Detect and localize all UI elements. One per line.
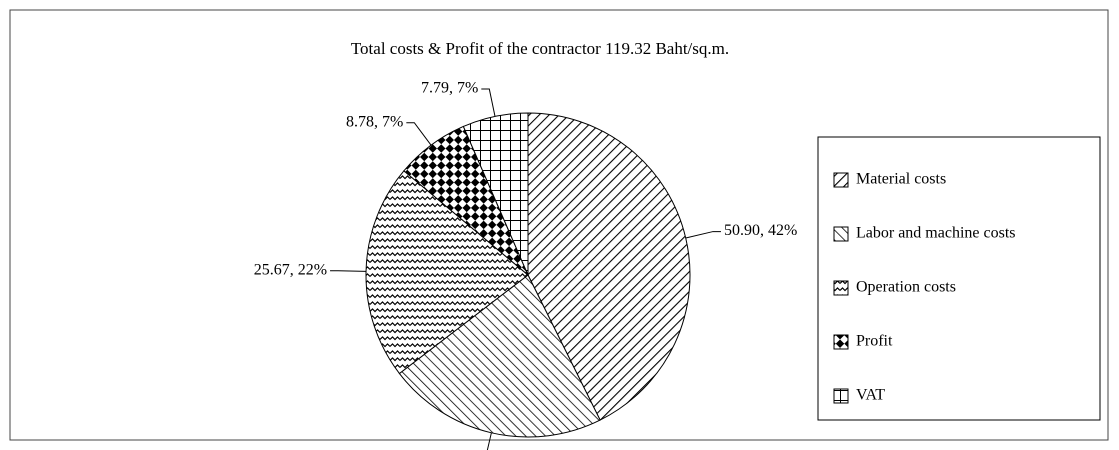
legend-swatch — [833, 334, 849, 350]
legend-label: VAT — [856, 387, 885, 404]
legend-box — [817, 136, 1101, 421]
pie-slice — [462, 112, 529, 276]
legend-label: Profit — [856, 333, 893, 350]
legend-label: Labor and machine costs — [856, 225, 1016, 242]
legend-label: Material costs — [856, 171, 946, 188]
legend-swatch — [833, 226, 849, 242]
leader-line — [685, 231, 721, 239]
leader-line — [330, 270, 367, 272]
data-label: 7.79, 7% — [421, 80, 478, 97]
data-label: 50.90, 42% — [724, 222, 797, 239]
legend-swatch — [833, 172, 849, 188]
chart-title: Total costs & Profit of the contractor 1… — [351, 39, 729, 58]
leader-line — [486, 432, 492, 450]
leader-line — [406, 122, 432, 146]
pie-slice — [527, 112, 691, 421]
legend-swatch — [833, 280, 849, 296]
legend-label: Operation costs — [856, 279, 956, 296]
leader-line — [481, 88, 496, 117]
data-label: 25.67, 22% — [254, 261, 327, 278]
pie-slice — [365, 170, 529, 375]
legend-swatch — [833, 388, 849, 404]
data-label: 8.78, 7% — [346, 113, 403, 130]
